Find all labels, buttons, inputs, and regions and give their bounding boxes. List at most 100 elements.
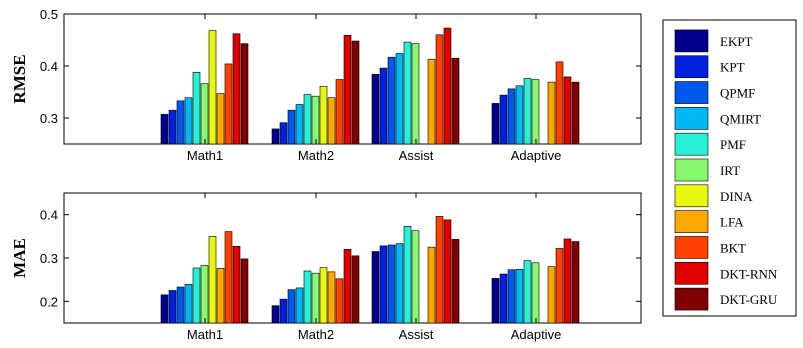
legend-swatch-ekpt [675,30,708,52]
legend-swatch-lfa [675,211,708,233]
bar-qmirt-adaptive [516,86,523,144]
bar-lfa-assist [428,247,435,323]
bar-irt-math1 [201,265,208,323]
bar-kpt-math2 [280,299,287,323]
y-tick-label: 0.4 [40,208,58,223]
bar-lfa-math1 [217,94,224,144]
legend-label-dkt-gru: DKT-GRU [720,292,778,307]
y-tick-label: 0.4 [40,59,58,74]
bar-pmf-math1 [193,72,200,144]
bar-ekpt-math2 [272,129,279,144]
y-tick-label: 0.3 [40,251,58,266]
bar-ekpt-math1 [161,114,168,144]
legend-swatch-qpmf [675,82,708,104]
bar-kpt-math1 [169,291,176,324]
bar-lfa-adaptive [548,82,555,144]
bar-irt-adaptive [532,80,539,144]
y-tick-label: 0.2 [40,294,58,309]
bar-irt-adaptive [532,263,539,323]
bar-qpmf-math2 [288,110,295,144]
bar-qpmf-assist [388,57,395,144]
bar-kpt-assist [380,68,387,144]
legend-swatch-dkt-rnn [675,262,708,284]
bar-bkt-adaptive [556,62,563,144]
bar-bkt-math2 [336,80,343,144]
bar-pmf-assist [404,42,411,144]
bar-pmf-adaptive [524,78,531,144]
bar-qpmf-adaptive [508,270,515,323]
bar-lfa-math1 [217,268,224,323]
bar-qpmf-adaptive [508,89,515,144]
bar-dkt-gru-math2 [352,41,359,144]
bar-dkt-rnn-math2 [344,249,351,323]
bar-qmirt-math2 [296,288,303,323]
bar-ekpt-adaptive [492,103,499,144]
x-tick-label-adaptive: Adaptive [511,148,562,163]
bar-ekpt-math2 [272,306,279,323]
bar-dkt-gru-math2 [352,256,359,323]
legend-swatch-irt [675,159,708,181]
bar-qpmf-math2 [288,290,295,323]
bar-dkt-gru-assist [452,239,459,323]
bar-dkt-rnn-math1 [233,246,240,323]
bar-bkt-math1 [225,64,232,144]
bar-lfa-math2 [328,272,335,323]
y-axis-label: MAE [10,238,29,278]
legend-label-ekpt: EKPT [720,34,753,49]
legend-swatch-dina [675,185,708,207]
bar-lfa-assist [428,59,435,144]
bar-dina-math2 [320,86,327,144]
bar-pmf-assist [404,226,411,323]
bar-ekpt-adaptive [492,278,499,323]
rmse-panel: 0.3 0.4 0.5 RMSE Math1 Math2 Assist Adaptive [10,7,641,163]
mae-panel: 0.2 0.3 0.4 MAE Math1 Math2 Assist Adaptive [10,193,641,342]
bar-irt-math2 [312,273,319,323]
bar-lfa-adaptive [548,267,555,323]
bar-qmirt-assist [396,54,403,144]
bar-pmf-adaptive [524,261,531,323]
bar-qmirt-math1 [185,98,192,144]
bar-pmf-math2 [304,271,311,323]
bar-bkt-assist [436,216,443,323]
legend-swatch-pmf [675,133,708,155]
bar-qpmf-assist [388,245,395,323]
bar-dkt-rnn-math2 [344,35,351,144]
legend-swatch-dkt-gru [675,288,708,310]
bar-bkt-assist [436,35,443,144]
bar-bkt-math1 [225,232,232,323]
bar-bkt-adaptive [556,248,563,323]
bar-kpt-math1 [169,110,176,144]
bar-irt-math1 [201,84,208,144]
bar-irt-math2 [312,96,319,144]
bar-dkt-gru-math1 [241,259,248,323]
legend-swatch-bkt [675,236,708,258]
bar-lfa-math2 [328,98,335,144]
bar-qpmf-math1 [177,287,184,323]
y-tick-label: 0.3 [40,111,58,126]
bar-qmirt-adaptive [516,269,523,323]
legend-label-irt: IRT [720,163,740,178]
bar-qpmf-math1 [177,101,184,144]
bar-qmirt-assist [396,244,403,323]
legend-label-pmf: PMF [720,137,746,152]
legend-label-lfa: LFA [720,215,744,230]
bar-kpt-assist [380,246,387,323]
legend-label-dkt-rnn: DKT-RNN [720,266,778,281]
legend-label-kpt: KPT [720,60,745,75]
bar-kpt-adaptive [500,95,507,144]
bar-kpt-adaptive [500,274,507,323]
bar-dkt-gru-assist [452,58,459,144]
x-tick-label-math1: Math1 [187,148,223,163]
bar-dkt-gru-adaptive [572,82,579,144]
legend-label-qpmf: QPMF [720,86,755,101]
bar-dkt-rnn-assist [444,28,451,144]
bar-ekpt-assist [372,252,379,324]
bar-kpt-math2 [280,123,287,144]
y-tick-label: 0.5 [40,7,58,22]
bar-irt-assist [412,44,419,144]
bar-ekpt-math1 [161,295,168,323]
bar-dina-math1 [209,31,216,144]
bar-qmirt-math1 [185,284,192,323]
bar-dina-math1 [209,236,216,323]
